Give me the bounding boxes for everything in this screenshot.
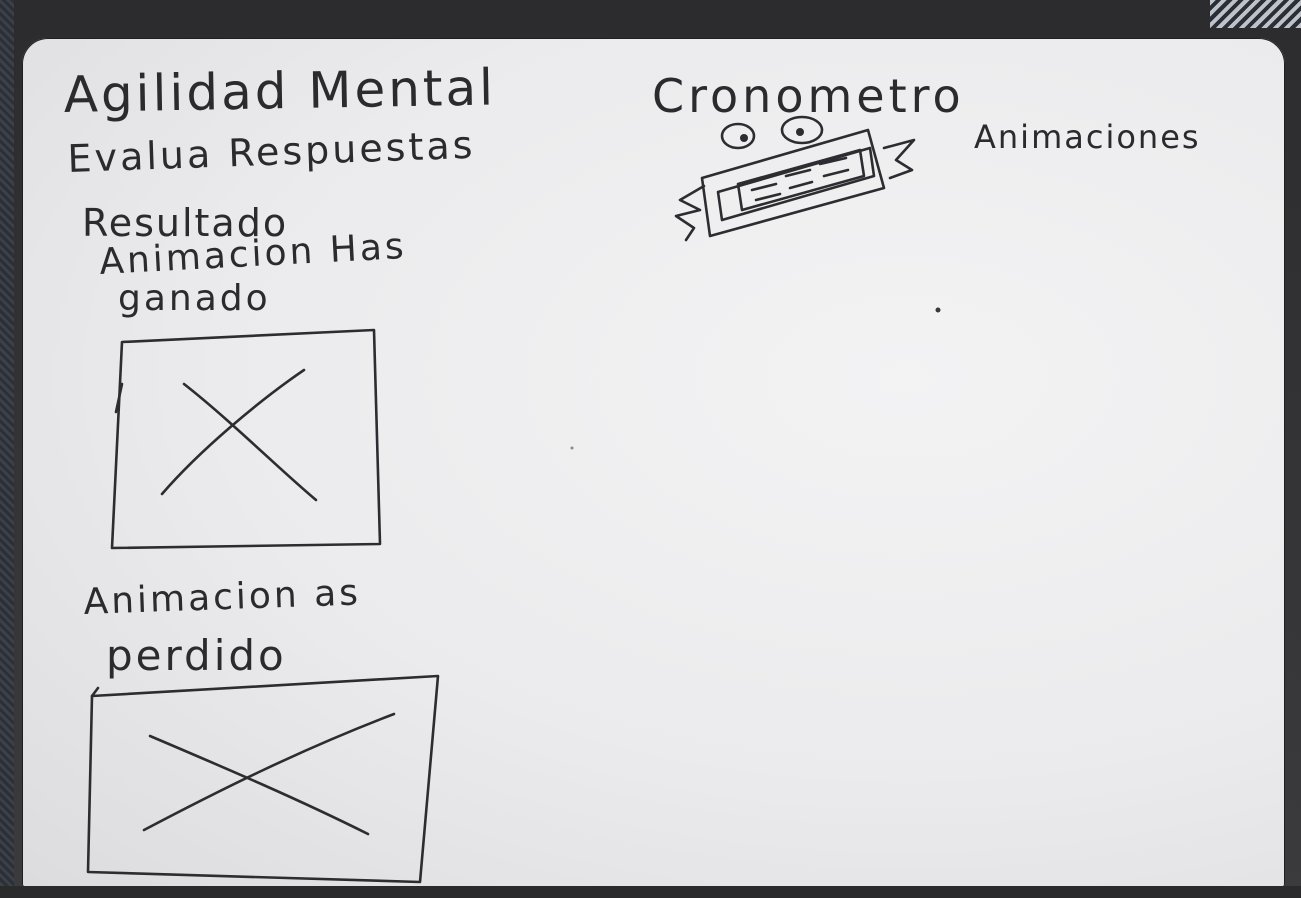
stopwatch-icon: [674, 115, 916, 242]
lose-animation-label: Animacion as: [83, 572, 362, 623]
board-edge: [0, 886, 1301, 898]
fabric-corner: [1210, 0, 1301, 28]
whiteboard: [22, 38, 1285, 888]
timer-label: Cronometro: [652, 69, 965, 123]
animations-label: Animaciones: [974, 118, 1201, 156]
lose-image-placeholder: [86, 674, 440, 884]
marker-dot: [570, 446, 574, 450]
win-animation-label-2: ganado: [118, 278, 271, 319]
lose-animation-label-2: perdido: [106, 631, 287, 680]
result-text: Resultado: [82, 201, 288, 245]
fabric-edge: [0, 0, 14, 898]
title-text: Agilidad Mental: [63, 58, 496, 124]
marker-dot: [935, 307, 941, 313]
evaluate-answers-text: Evalua Respuestas: [67, 123, 476, 181]
win-image-placeholder: [110, 328, 382, 550]
